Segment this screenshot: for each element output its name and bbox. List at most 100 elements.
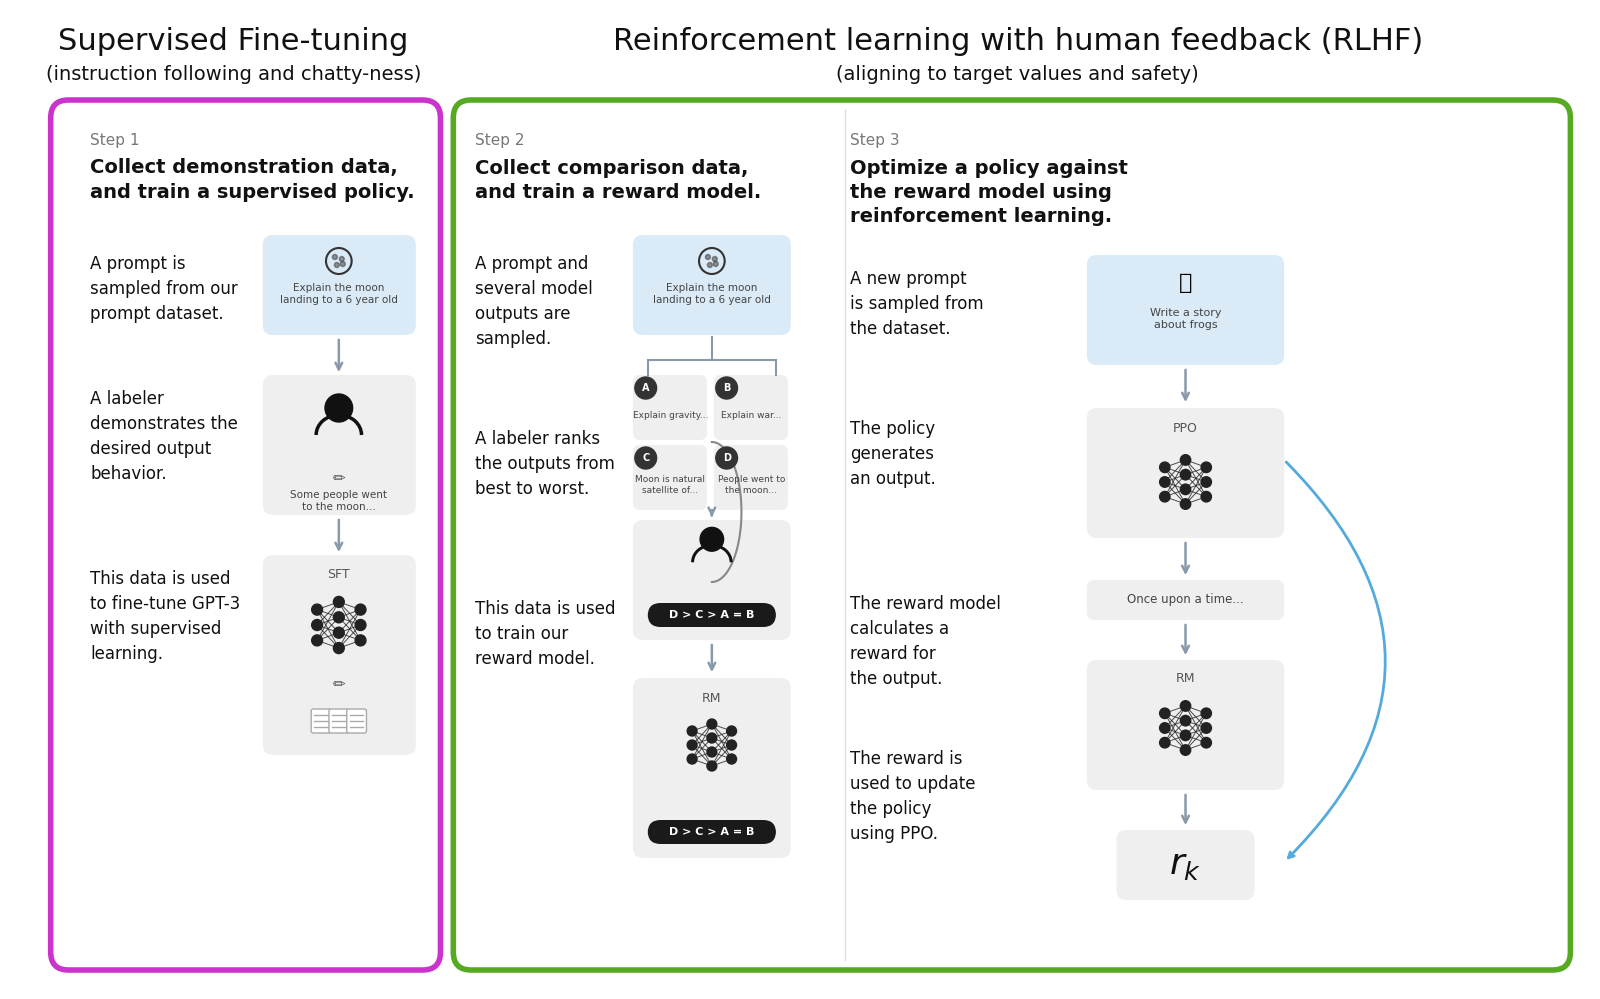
Text: D > C > A = B: D > C > A = B <box>669 610 755 620</box>
Text: B: B <box>723 383 730 393</box>
Circle shape <box>1202 708 1211 718</box>
Circle shape <box>355 619 366 630</box>
FancyBboxPatch shape <box>634 375 707 440</box>
Circle shape <box>707 719 717 729</box>
Text: ✏: ✏ <box>333 471 346 486</box>
Circle shape <box>1202 492 1211 501</box>
Text: D > C > A = B: D > C > A = B <box>669 827 755 837</box>
Circle shape <box>715 377 738 399</box>
Circle shape <box>1160 737 1170 748</box>
Circle shape <box>312 604 323 615</box>
FancyBboxPatch shape <box>648 820 776 844</box>
Circle shape <box>312 619 323 630</box>
Text: The reward model
calculates a
reward for
the output.: The reward model calculates a reward for… <box>850 595 1002 688</box>
Text: A labeler
demonstrates the
desired output
behavior.: A labeler demonstrates the desired outpu… <box>90 390 238 483</box>
FancyBboxPatch shape <box>310 709 331 733</box>
FancyBboxPatch shape <box>262 555 416 755</box>
Circle shape <box>706 255 710 260</box>
Text: Some people went
to the moon...: Some people went to the moon... <box>290 490 387 512</box>
Circle shape <box>726 726 736 736</box>
Text: People went to
the moon...: People went to the moon... <box>718 476 786 495</box>
Circle shape <box>325 394 352 422</box>
Text: Explain the moon
landing to a 6 year old: Explain the moon landing to a 6 year old <box>653 283 771 306</box>
Text: Reinforcement learning with human feedback (RLHF): Reinforcement learning with human feedba… <box>613 28 1422 57</box>
Circle shape <box>701 527 723 551</box>
Circle shape <box>1202 722 1211 733</box>
Circle shape <box>1181 700 1190 711</box>
FancyBboxPatch shape <box>714 375 787 440</box>
FancyBboxPatch shape <box>634 235 790 335</box>
Text: PPO: PPO <box>1173 422 1198 435</box>
FancyBboxPatch shape <box>714 445 787 510</box>
Text: This data is used
to train our
reward model.: This data is used to train our reward mo… <box>475 600 616 668</box>
FancyBboxPatch shape <box>330 709 349 733</box>
Text: A new prompt
is sampled from
the dataset.: A new prompt is sampled from the dataset… <box>850 270 984 338</box>
Circle shape <box>1181 730 1190 740</box>
Circle shape <box>707 761 717 771</box>
Text: Collect demonstration data,: Collect demonstration data, <box>90 159 398 178</box>
Text: A labeler ranks
the outputs from
best to worst.: A labeler ranks the outputs from best to… <box>475 430 614 498</box>
Text: The reward is
used to update
the policy
using PPO.: The reward is used to update the policy … <box>850 750 976 843</box>
Circle shape <box>1181 470 1190 480</box>
Circle shape <box>1181 485 1190 495</box>
Text: Explain the moon
landing to a 6 year old: Explain the moon landing to a 6 year old <box>280 283 398 306</box>
Text: Optimize a policy against: Optimize a policy against <box>850 159 1128 178</box>
Text: (aligning to target values and safety): (aligning to target values and safety) <box>837 66 1198 85</box>
Circle shape <box>333 642 344 653</box>
Circle shape <box>1160 477 1170 488</box>
Circle shape <box>712 257 717 262</box>
Circle shape <box>726 740 736 750</box>
Circle shape <box>1181 715 1190 726</box>
Text: Explain gravity...: Explain gravity... <box>632 411 709 420</box>
Circle shape <box>1160 722 1170 733</box>
FancyBboxPatch shape <box>648 603 776 627</box>
Text: RM: RM <box>1176 671 1195 684</box>
Circle shape <box>1181 499 1190 509</box>
FancyBboxPatch shape <box>1086 660 1285 790</box>
Text: the reward model using: the reward model using <box>850 183 1112 202</box>
Text: reinforcement learning.: reinforcement learning. <box>850 207 1112 226</box>
Text: This data is used
to fine-tune GPT-3
with supervised
learning.: This data is used to fine-tune GPT-3 wit… <box>90 570 240 663</box>
Circle shape <box>635 447 656 469</box>
Text: Step 1: Step 1 <box>90 133 139 148</box>
Text: Moon is natural
satellite of...: Moon is natural satellite of... <box>635 476 706 495</box>
Text: C: C <box>642 453 650 463</box>
Text: A prompt and
several model
outputs are
sampled.: A prompt and several model outputs are s… <box>475 255 592 348</box>
FancyBboxPatch shape <box>634 678 790 858</box>
Text: SFT: SFT <box>328 568 350 581</box>
Circle shape <box>686 726 698 736</box>
Text: Supervised Fine-tuning: Supervised Fine-tuning <box>58 28 408 57</box>
Circle shape <box>1160 492 1170 501</box>
Circle shape <box>333 627 344 638</box>
Text: (instruction following and chatty-ness): (instruction following and chatty-ness) <box>45 66 421 85</box>
Circle shape <box>341 262 346 267</box>
Text: D: D <box>723 453 731 463</box>
Circle shape <box>355 604 366 615</box>
Circle shape <box>1160 463 1170 473</box>
Circle shape <box>686 740 698 750</box>
Text: ✏: ✏ <box>333 677 346 692</box>
Circle shape <box>339 257 344 262</box>
Text: Write a story
about frogs: Write a story about frogs <box>1150 308 1221 331</box>
Text: A: A <box>642 383 650 393</box>
FancyBboxPatch shape <box>634 520 790 640</box>
FancyBboxPatch shape <box>1086 580 1285 620</box>
Text: Step 3: Step 3 <box>850 133 899 148</box>
FancyBboxPatch shape <box>634 445 707 510</box>
Circle shape <box>686 754 698 764</box>
Circle shape <box>333 596 344 607</box>
Text: and train a supervised policy.: and train a supervised policy. <box>90 183 414 202</box>
Text: 🐛: 🐛 <box>1179 273 1192 293</box>
Text: RM: RM <box>702 691 722 704</box>
Text: A prompt is
sampled from our
prompt dataset.: A prompt is sampled from our prompt data… <box>90 255 238 323</box>
Circle shape <box>312 635 323 646</box>
Circle shape <box>714 262 718 267</box>
FancyBboxPatch shape <box>347 709 366 733</box>
Text: Once upon a time...: Once upon a time... <box>1128 593 1243 606</box>
Circle shape <box>1160 708 1170 718</box>
Text: Collect comparison data,: Collect comparison data, <box>475 159 749 178</box>
FancyBboxPatch shape <box>1086 255 1285 365</box>
Circle shape <box>707 733 717 743</box>
FancyBboxPatch shape <box>1117 830 1254 900</box>
Circle shape <box>707 747 717 757</box>
